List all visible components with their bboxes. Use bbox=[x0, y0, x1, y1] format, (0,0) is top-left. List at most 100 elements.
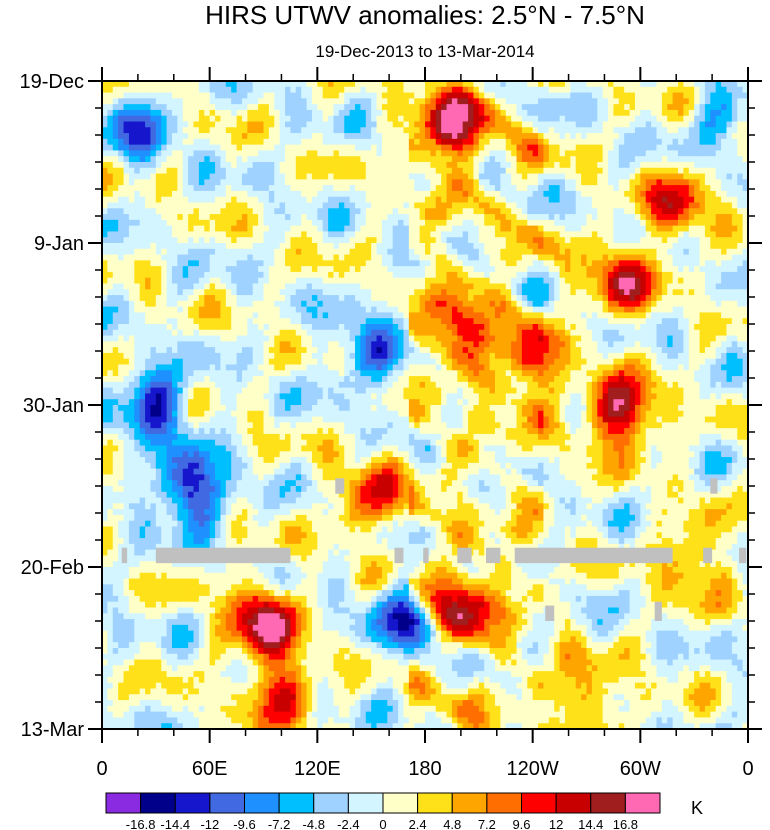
field-cell bbox=[371, 202, 378, 209]
field-cell bbox=[258, 121, 265, 128]
field-cell bbox=[645, 185, 652, 192]
field-cell bbox=[661, 289, 668, 296]
field-cell bbox=[290, 156, 297, 163]
field-cell bbox=[656, 219, 663, 227]
field-cell bbox=[198, 306, 205, 314]
field-cell bbox=[548, 150, 555, 157]
field-cell bbox=[209, 306, 216, 314]
field-cell bbox=[215, 133, 222, 140]
field-cell bbox=[209, 179, 216, 186]
field-cell bbox=[360, 283, 367, 290]
field-cell bbox=[516, 98, 523, 105]
field-cell bbox=[231, 92, 238, 99]
field-cell bbox=[328, 225, 335, 233]
field-cell bbox=[656, 248, 663, 256]
field-cell bbox=[441, 138, 448, 146]
field-cell bbox=[182, 318, 189, 325]
field-cell bbox=[311, 237, 318, 244]
field-cell bbox=[349, 231, 356, 238]
field-cell bbox=[150, 115, 157, 123]
field-cell bbox=[484, 121, 491, 128]
field-cell bbox=[575, 138, 582, 146]
field-cell bbox=[241, 144, 248, 152]
field-cell bbox=[721, 86, 728, 94]
field-cell bbox=[355, 121, 361, 128]
field-cell bbox=[161, 98, 168, 105]
field-cell bbox=[678, 98, 684, 105]
field-cell bbox=[258, 225, 265, 233]
field-cell bbox=[731, 306, 738, 314]
field-cell bbox=[613, 219, 620, 227]
field-cell bbox=[451, 144, 458, 152]
field-cell bbox=[204, 260, 211, 267]
field-cell bbox=[715, 162, 722, 169]
field-cell bbox=[608, 214, 615, 221]
field-cell bbox=[344, 260, 351, 267]
field-cell bbox=[371, 156, 378, 163]
field-cell bbox=[591, 295, 598, 302]
field-cell bbox=[742, 121, 748, 128]
field-cell bbox=[538, 167, 545, 175]
field-cell bbox=[241, 312, 248, 319]
field-cell bbox=[656, 231, 663, 238]
field-cell bbox=[624, 214, 631, 221]
field-cell bbox=[268, 289, 275, 296]
field-cell bbox=[102, 115, 108, 123]
field-cell bbox=[710, 300, 717, 308]
field-cell bbox=[527, 138, 534, 146]
field-cell bbox=[107, 295, 114, 302]
field-cell bbox=[338, 92, 345, 99]
field-cell bbox=[139, 162, 146, 169]
field-cell bbox=[263, 306, 270, 314]
field-cell bbox=[478, 254, 485, 261]
field-cell bbox=[112, 104, 119, 111]
field-cell bbox=[554, 219, 561, 227]
field-cell bbox=[344, 283, 351, 290]
field-cell bbox=[209, 81, 216, 88]
field-cell bbox=[425, 208, 431, 215]
field-cell bbox=[290, 86, 297, 94]
field-cell bbox=[473, 225, 480, 233]
field-cell bbox=[258, 138, 265, 146]
field-cell bbox=[678, 306, 684, 314]
field-cell bbox=[629, 214, 636, 221]
field-cell bbox=[155, 127, 162, 134]
field-cell bbox=[478, 202, 485, 209]
field-cell bbox=[457, 277, 464, 285]
field-cell bbox=[629, 138, 636, 146]
field-cell bbox=[360, 219, 367, 227]
field-cell bbox=[694, 138, 701, 146]
field-cell bbox=[661, 266, 668, 273]
field-cell bbox=[457, 214, 464, 221]
field-cell bbox=[613, 214, 620, 221]
field-cell bbox=[134, 248, 141, 256]
field-cell bbox=[387, 179, 394, 186]
field-cell bbox=[645, 277, 652, 285]
field-cell bbox=[134, 133, 141, 140]
field-cell bbox=[387, 185, 394, 192]
field-cell bbox=[667, 179, 674, 186]
field-cell bbox=[554, 156, 561, 163]
field-cell bbox=[285, 318, 292, 325]
field-cell bbox=[516, 81, 523, 88]
field-cell bbox=[118, 115, 125, 123]
field-cell bbox=[586, 260, 593, 267]
field-cell bbox=[381, 260, 388, 267]
field-cell bbox=[462, 156, 469, 163]
field-cell bbox=[188, 271, 195, 279]
field-cell bbox=[134, 271, 141, 279]
field-cell bbox=[661, 254, 668, 261]
field-cell bbox=[532, 306, 539, 314]
field-cell bbox=[182, 109, 189, 117]
field-cell bbox=[419, 115, 426, 123]
field-cell bbox=[171, 208, 178, 215]
field-cell bbox=[575, 243, 582, 250]
field-cell bbox=[403, 81, 410, 88]
field-cell bbox=[247, 104, 254, 111]
field-cell bbox=[182, 254, 189, 261]
field-cell bbox=[462, 185, 469, 192]
field-cell bbox=[715, 81, 722, 88]
field-cell bbox=[538, 312, 545, 319]
field-cell bbox=[543, 208, 550, 215]
field-cell bbox=[177, 196, 184, 204]
